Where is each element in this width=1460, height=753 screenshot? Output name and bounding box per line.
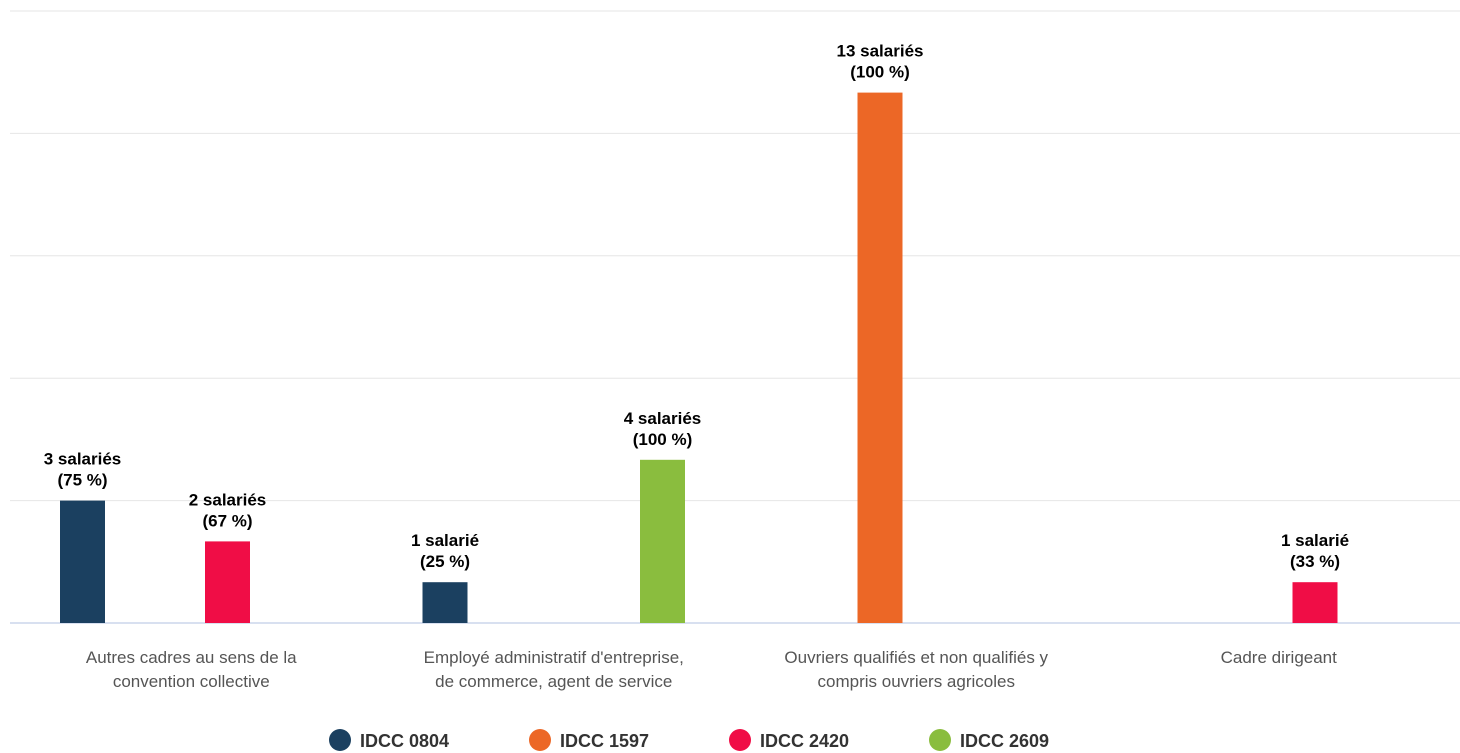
legend-item-idcc-2609[interactable]: IDCC 2609: [929, 729, 1049, 751]
bar-idcc-2420-cat0[interactable]: [205, 541, 250, 623]
legend-marker: [329, 729, 351, 751]
legend-marker: [729, 729, 751, 751]
gridlines: [10, 10, 1460, 624]
legend-item-idcc-1597[interactable]: IDCC 1597: [529, 729, 649, 751]
bar-idcc-1597-cat2[interactable]: [857, 92, 903, 624]
data-label: 3 salariés (75 %): [44, 450, 122, 490]
data-label: 1 salarié (33 %): [1281, 531, 1349, 571]
bar-idcc-2609-cat1[interactable]: [640, 459, 685, 623]
data-labels: 3 salariés (75 %) 1 salarié (25 %) 13 salari…: [44, 42, 1349, 572]
legend-label: IDCC 1597: [560, 731, 649, 751]
category-label: Cadre dirigeant: [1221, 648, 1338, 667]
legend-label: IDCC 0804: [360, 731, 449, 751]
category-label: Employé administratif d'entreprise, de co…: [424, 648, 684, 691]
legend-item-idcc-0804[interactable]: IDCC 0804: [329, 729, 449, 751]
legend-marker: [929, 729, 951, 751]
legend[interactable]: IDCC 0804 IDCC 1597 IDCC 2420 IDCC 2609: [329, 729, 1049, 751]
bar-idcc-0804-cat0[interactable]: [60, 500, 105, 623]
legend-marker: [529, 729, 551, 751]
legend-label: IDCC 2609: [960, 731, 1049, 751]
bar-idcc-0804-cat1[interactable]: [422, 582, 468, 623]
data-label: 2 salariés (67 %): [189, 490, 267, 530]
data-label: 13 salariés (100 %): [837, 42, 924, 82]
data-label: 4 salariés (100 %): [624, 409, 702, 449]
data-label: 1 salarié (25 %): [411, 531, 479, 571]
bar-idcc-2420-cat3[interactable]: [1292, 582, 1338, 623]
category-label: Autres cadres au sens de la convention co…: [86, 648, 297, 691]
category-labels: Autres cadres au sens de la convention co…: [86, 648, 1337, 691]
legend-item-idcc-2420[interactable]: IDCC 2420: [729, 729, 849, 751]
bars: [60, 92, 1338, 624]
legend-label: IDCC 2420: [760, 731, 849, 751]
category-label: Ouvriers qualifiés et non qualifiés y com…: [784, 648, 1048, 691]
